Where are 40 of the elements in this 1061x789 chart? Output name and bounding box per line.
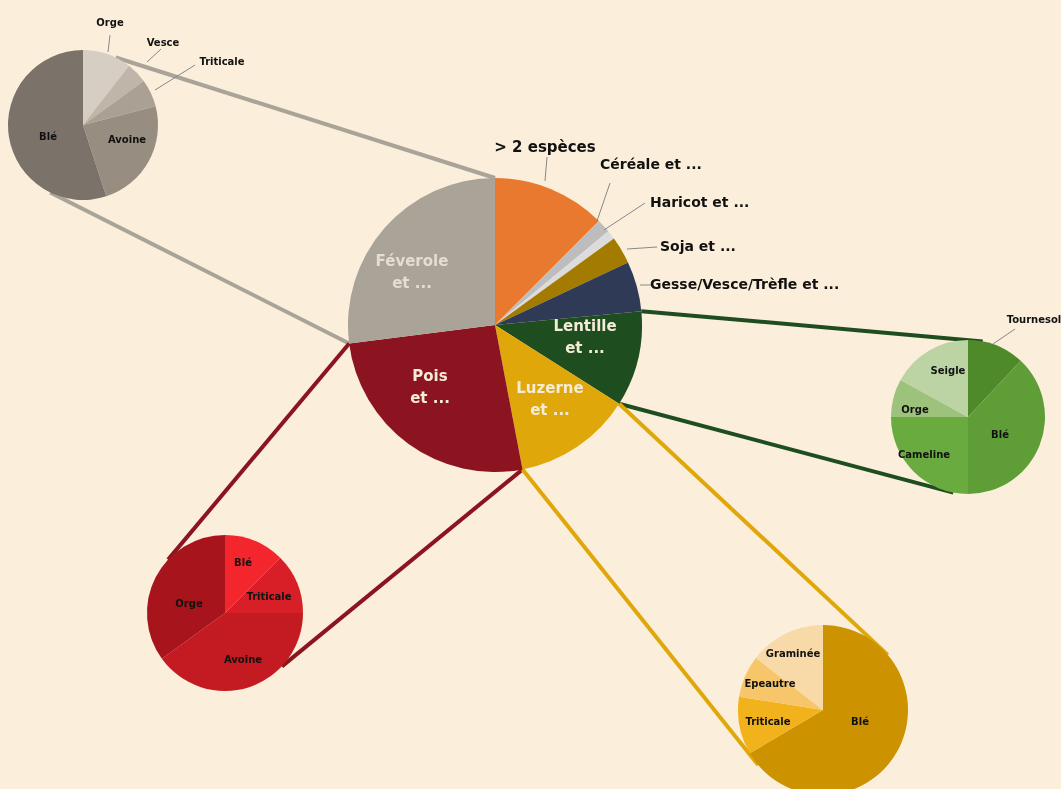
slice-label: Triticale	[199, 56, 245, 67]
pie-slice	[348, 178, 495, 344]
slice-label: Orge	[96, 17, 124, 28]
slice-label: Orge	[175, 598, 203, 609]
slice-label: Orge	[901, 404, 929, 415]
slice-label: > 2 espèces	[494, 137, 596, 156]
slice-label: Luzerne et ...	[516, 378, 584, 419]
slice-label: Blé	[234, 557, 253, 568]
slice-label: Epeautre	[744, 678, 796, 689]
slice-label: Lentille et ...	[553, 316, 617, 357]
pie-slice	[83, 65, 144, 125]
pie-slice	[8, 50, 107, 200]
slice-label: Vesce	[146, 37, 180, 48]
pie-slice	[968, 340, 1021, 417]
pie-slice	[147, 535, 225, 659]
pie-slice	[161, 613, 303, 691]
slice-label: Graminée	[765, 648, 821, 659]
slice-label: Triticale	[246, 591, 292, 602]
slice-label: Céréale et ...	[600, 156, 702, 172]
slice-label: Avoine	[107, 134, 147, 145]
slice-label: Avoine	[223, 654, 263, 665]
pie-slice	[83, 50, 129, 125]
slice-label: Seigle	[930, 365, 966, 376]
slice-label: Tournesol	[1006, 314, 1061, 325]
slice-label: Pois et ...	[410, 366, 450, 407]
slice-label: Blé	[991, 429, 1010, 440]
pie-slice	[968, 360, 1045, 494]
slice-label: Féverole et ...	[375, 251, 449, 292]
pie-slice	[891, 417, 968, 494]
slice-label: Haricot et ...	[650, 194, 750, 210]
pie-slice	[225, 557, 303, 613]
pie-slice	[83, 106, 158, 197]
slice-label: Gesse/Vesce/Trèfle et ...	[650, 276, 840, 292]
slice-label: Triticale	[745, 716, 791, 727]
slice-label: Blé	[39, 131, 58, 142]
pie-slice	[495, 311, 642, 404]
slice-label: Blé	[851, 716, 870, 727]
pie-slice	[83, 80, 156, 125]
slice-label: Soja et ...	[660, 238, 736, 254]
pie-slice	[900, 340, 968, 417]
